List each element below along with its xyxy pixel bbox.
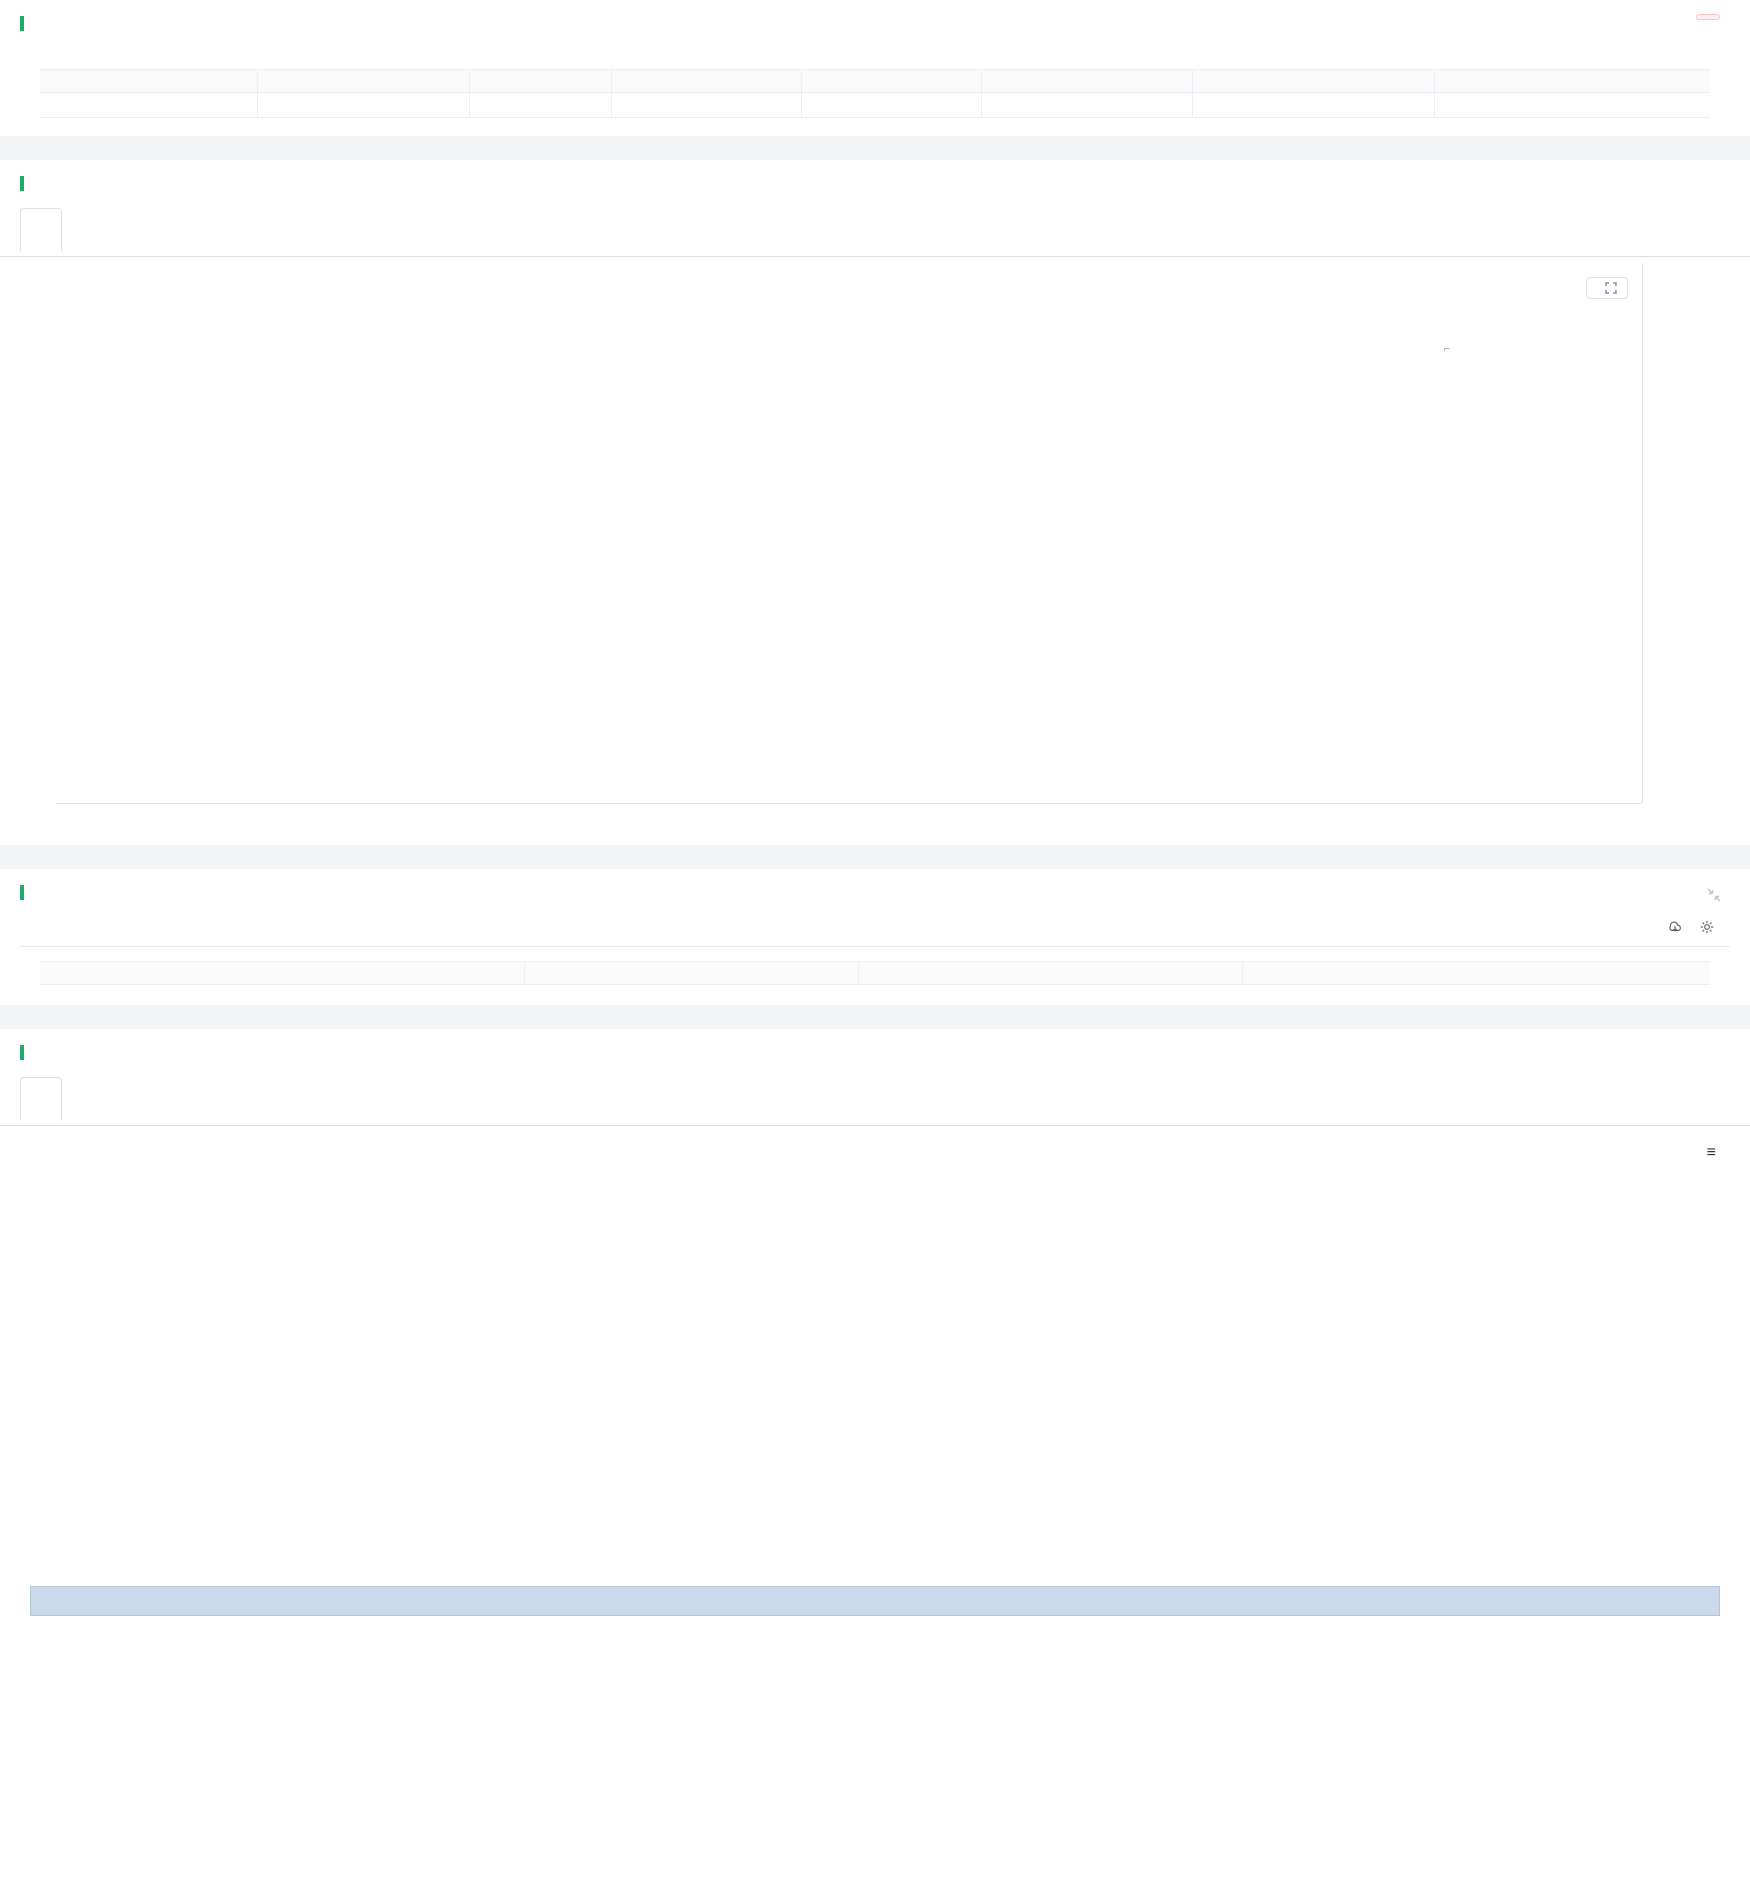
gear-icon[interactable]	[1698, 918, 1716, 936]
cell-closeout-pnl	[610, 92, 802, 118]
tab-futures-binance-btc-usdt[interactable]	[20, 1077, 62, 1121]
cell-currency	[468, 92, 612, 118]
earnings-x-axis	[30, 1534, 1656, 1570]
cell-quote-currency	[256, 92, 470, 118]
expand-icon[interactable]	[1605, 282, 1617, 294]
price-axis[interactable]	[1642, 263, 1730, 803]
account-table-row	[40, 92, 1710, 118]
menu-icon[interactable]: ≡	[1706, 1144, 1716, 1161]
account-table-header-row	[40, 69, 1710, 93]
utilization-chart[interactable]	[30, 1462, 1656, 1532]
utilization-axis	[1656, 1462, 1720, 1532]
cloud-download-icon[interactable]	[1666, 918, 1684, 936]
cell-comission	[1191, 92, 1435, 118]
col-position-pnl	[800, 69, 982, 93]
indicator-button[interactable]	[1586, 277, 1628, 299]
time-axis[interactable]	[56, 803, 1642, 831]
period-axis	[1656, 1314, 1720, 1404]
market-chart: ⌐	[20, 263, 1730, 803]
section-separator	[0, 136, 1750, 160]
position-axis	[1656, 1404, 1720, 1462]
utilization-chart-row	[30, 1462, 1720, 1532]
range-navigator[interactable]	[30, 1586, 1720, 1616]
pnl-chart[interactable]	[30, 1164, 1656, 1314]
col-closeout-pnl	[610, 69, 802, 93]
position-chart-row	[30, 1404, 1720, 1462]
col-name	[40, 69, 258, 93]
section-separator	[0, 1005, 1750, 1029]
drawing-toolbar	[20, 263, 56, 803]
col-futures-binance	[40, 961, 525, 985]
cell-estimated-returns	[1433, 92, 1710, 118]
asset-table-header-row	[40, 961, 1710, 985]
col-currency	[468, 69, 612, 93]
asset-table	[40, 961, 1710, 985]
section-accent-bar	[20, 176, 24, 191]
fullscreen-button[interactable]: ≡	[1701, 1144, 1716, 1162]
col-frozen-usdt	[857, 961, 1243, 985]
section-accent-bar	[20, 16, 24, 31]
collapse-icon[interactable]	[1706, 887, 1722, 903]
pnl-axis	[1656, 1164, 1720, 1314]
status-badge	[1696, 14, 1720, 20]
earnings-tabs	[0, 1076, 1750, 1126]
status-tabs	[20, 918, 1730, 947]
market-chart-plot[interactable]: ⌐	[56, 263, 1642, 803]
col-free-usdt	[523, 961, 859, 985]
tab-futures-binance-btc-usdt-swap[interactable]	[20, 208, 62, 252]
col-quote-currency	[256, 69, 470, 93]
market-tabs	[0, 207, 1750, 257]
period-pnl-chart-row	[30, 1314, 1720, 1404]
account-table	[40, 69, 1710, 118]
cell-name	[40, 92, 258, 118]
col-update	[1241, 961, 1710, 985]
position-chart[interactable]	[30, 1404, 1656, 1462]
col-current-margin	[981, 69, 1193, 93]
market-section: ⌐	[0, 160, 1750, 845]
cell-position-pnl	[800, 92, 982, 118]
cell-current-margin	[981, 92, 1193, 118]
col-estimated-returns	[1433, 69, 1710, 93]
col-comission	[1191, 69, 1435, 93]
period-pnl-chart[interactable]	[30, 1314, 1656, 1404]
logs-section	[0, 0, 1750, 136]
section-separator	[0, 845, 1750, 869]
pnl-chart-row	[30, 1164, 1720, 1314]
status-section	[0, 869, 1750, 1005]
account-info-title	[0, 41, 1750, 67]
earnings-section: ≡	[0, 1029, 1750, 1638]
section-accent-bar	[20, 1045, 24, 1060]
section-accent-bar	[20, 885, 24, 900]
price-annotation: ⌐	[1443, 343, 1451, 355]
trade-marker-layer	[56, 263, 1642, 803]
